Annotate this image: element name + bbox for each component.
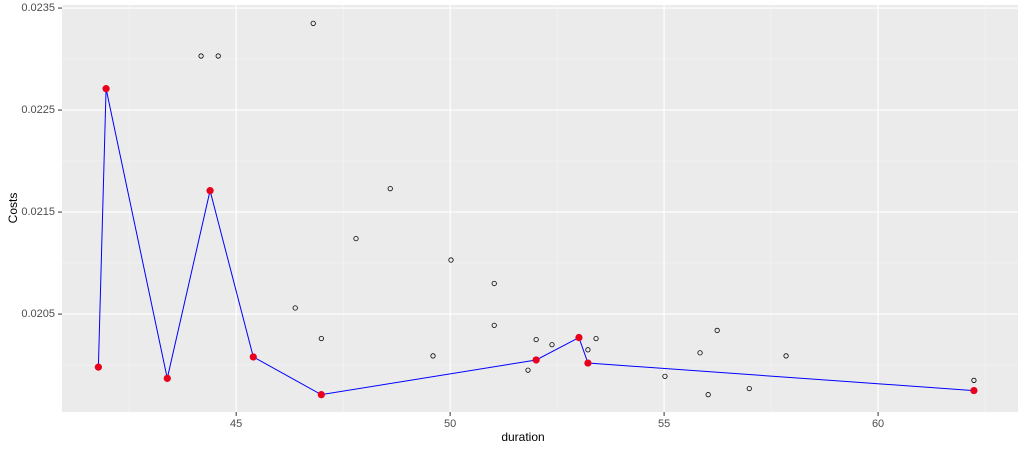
frontier-point [584, 359, 592, 367]
point [705, 392, 711, 398]
point [310, 20, 316, 26]
frontier-point [163, 374, 171, 382]
point [215, 53, 221, 59]
point [593, 335, 599, 342]
frontier-point [94, 363, 102, 371]
point [318, 335, 324, 342]
point [491, 322, 497, 328]
frontier-point [249, 353, 257, 361]
point [714, 327, 720, 333]
point [585, 347, 591, 353]
point [525, 367, 531, 373]
x-axis-title: duration [501, 430, 544, 444]
frontier-line [97, 88, 974, 396]
point [971, 377, 977, 383]
x-tick-label: 50 [444, 418, 456, 430]
y-tick-label: 0.0205 [21, 308, 55, 320]
point [783, 353, 789, 359]
frontier-point [317, 391, 325, 399]
plot-panel [62, 5, 1018, 412]
y-axis-title: Costs [6, 193, 20, 224]
x-tick-label: 45 [230, 418, 242, 430]
point [292, 305, 298, 311]
x-tick-label: 60 [872, 418, 884, 430]
point [198, 53, 204, 59]
point [549, 342, 555, 348]
frontier-point [970, 386, 978, 395]
point [448, 257, 454, 263]
x-tick-label: 55 [658, 418, 670, 430]
point [387, 186, 393, 192]
point [746, 385, 752, 392]
y-tick-label: 0.0235 [21, 2, 55, 14]
point [533, 336, 539, 343]
point [353, 235, 359, 242]
point [430, 353, 436, 359]
point [662, 373, 668, 379]
y-tick-label: 0.0225 [21, 104, 55, 116]
frontier-point [532, 356, 540, 364]
frontier-point [206, 187, 214, 195]
y-tick-label: 0.0215 [21, 206, 55, 218]
point [491, 280, 497, 287]
frontier-point [102, 85, 110, 93]
point [697, 350, 703, 356]
frontier-point [575, 333, 583, 342]
